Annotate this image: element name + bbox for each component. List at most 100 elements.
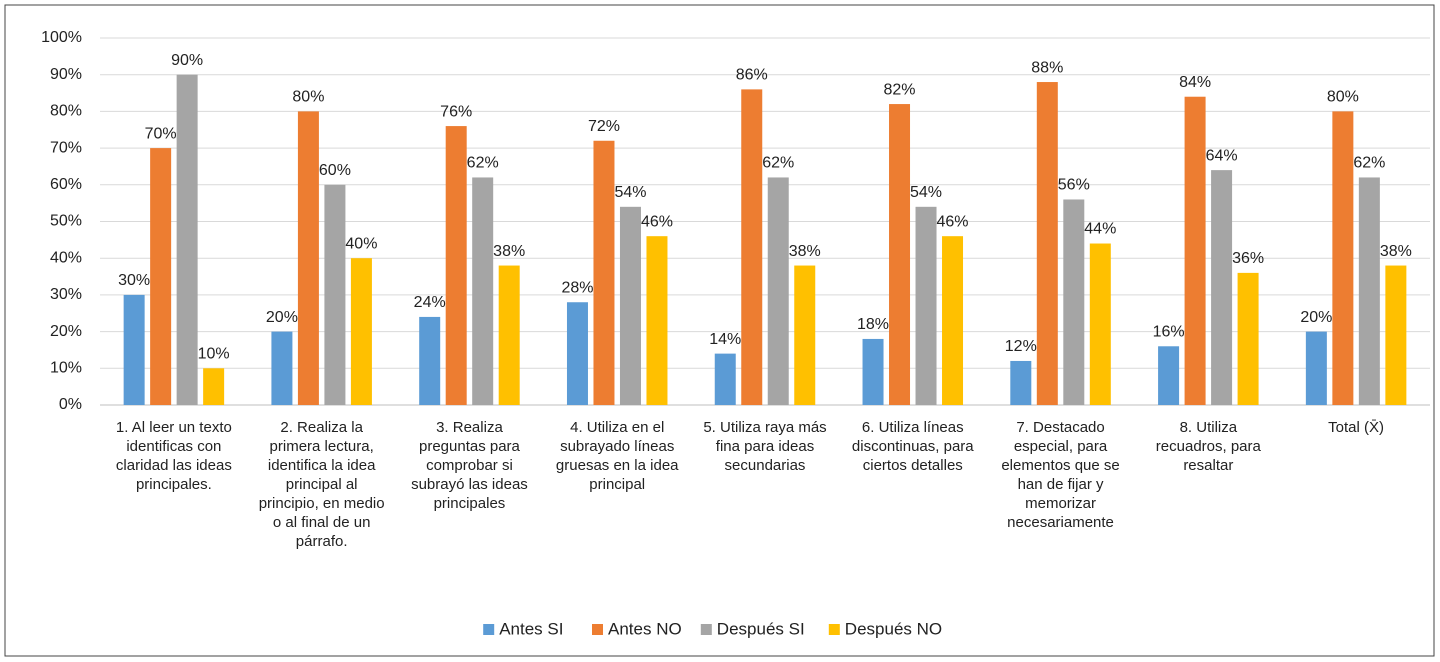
data-label: 84% bbox=[1179, 74, 1211, 91]
data-label: 56% bbox=[1058, 177, 1090, 194]
data-label: 60% bbox=[319, 162, 351, 179]
data-label: 28% bbox=[561, 279, 593, 296]
legend-swatch bbox=[483, 624, 495, 635]
y-tick-label: 50% bbox=[50, 213, 82, 230]
data-label: 46% bbox=[937, 213, 969, 230]
x-tick-label: 5. Utiliza raya más fina para ideas secu… bbox=[703, 419, 827, 474]
bar bbox=[1036, 82, 1058, 405]
bar bbox=[767, 177, 789, 405]
y-tick-label: 100% bbox=[41, 29, 82, 46]
y-tick-label: 80% bbox=[50, 103, 82, 120]
bar bbox=[123, 294, 145, 405]
bar bbox=[915, 206, 937, 405]
data-label: 62% bbox=[762, 155, 794, 172]
bar bbox=[1358, 177, 1380, 405]
data-label: 80% bbox=[292, 89, 324, 106]
x-tick-label: Total (X̄) bbox=[1328, 419, 1385, 436]
bar bbox=[566, 302, 588, 405]
bar bbox=[593, 140, 615, 405]
data-label: 20% bbox=[1300, 309, 1332, 326]
data-label: 62% bbox=[467, 155, 499, 172]
x-tick-label-box: 3. Realiza preguntas para comprobar si s… bbox=[411, 419, 528, 512]
bar bbox=[619, 206, 641, 405]
legend-label: Después SI bbox=[717, 619, 805, 638]
bar bbox=[942, 236, 964, 405]
data-label: 36% bbox=[1232, 250, 1264, 267]
bar bbox=[445, 126, 467, 405]
y-tick-label: 90% bbox=[50, 66, 82, 83]
data-label: 62% bbox=[1353, 155, 1385, 172]
x-tick-label: 3. Realiza preguntas para comprobar si s… bbox=[411, 419, 528, 512]
data-label: 54% bbox=[614, 184, 646, 201]
legend-swatch bbox=[592, 624, 603, 635]
data-label: 20% bbox=[266, 309, 298, 326]
y-tick-label: 0% bbox=[59, 396, 82, 413]
x-tick-label-box: 7. Destacado especial, para elementos qu… bbox=[1001, 419, 1120, 531]
bar bbox=[646, 236, 668, 405]
x-tick-label-box: 5. Utiliza raya más fina para ideas secu… bbox=[703, 419, 827, 474]
bar bbox=[1010, 360, 1032, 405]
data-label: 82% bbox=[884, 81, 916, 98]
data-label: 70% bbox=[145, 125, 177, 142]
x-tick-label: 7. Destacado especial, para elementos qu… bbox=[1001, 419, 1120, 531]
x-tick-label-box: Total (X̄) bbox=[1328, 419, 1385, 436]
y-tick-label: 20% bbox=[50, 323, 82, 340]
x-tick-label-box: 1. Al leer un texto identificas con clar… bbox=[115, 419, 232, 493]
data-label: 46% bbox=[641, 213, 673, 230]
data-label: 80% bbox=[1327, 89, 1359, 106]
data-label: 38% bbox=[493, 243, 525, 260]
bar bbox=[741, 89, 763, 405]
data-label: 44% bbox=[1084, 221, 1116, 238]
bar bbox=[862, 338, 884, 405]
data-label: 72% bbox=[588, 118, 620, 135]
data-label: 88% bbox=[1031, 59, 1063, 76]
bar bbox=[271, 331, 293, 405]
data-label: 86% bbox=[736, 67, 768, 84]
legend-label: Antes NO bbox=[608, 619, 682, 638]
y-tick-label: 70% bbox=[50, 139, 82, 156]
data-label: 16% bbox=[1153, 323, 1185, 340]
bar bbox=[203, 368, 225, 405]
x-tick-label: 2. Realiza la primera lectura, identific… bbox=[258, 419, 385, 550]
data-label: 14% bbox=[709, 331, 741, 348]
x-tick-label: 1. Al leer un texto identificas con clar… bbox=[115, 419, 232, 493]
x-tick-label: 4. Utiliza en el subrayado líneas gruesa… bbox=[555, 419, 679, 493]
x-tick-label-box: 6. Utiliza líneas discontinuas, para cie… bbox=[851, 419, 974, 474]
data-label: 40% bbox=[345, 235, 377, 252]
x-tick-label-box: 2. Realiza la primera lectura, identific… bbox=[258, 419, 385, 550]
bar bbox=[150, 148, 172, 405]
data-label: 38% bbox=[1380, 243, 1412, 260]
x-tick-label: 6. Utiliza líneas discontinuas, para cie… bbox=[851, 419, 974, 474]
legend-swatch bbox=[700, 624, 712, 635]
data-label: 64% bbox=[1206, 147, 1238, 164]
y-tick-label: 40% bbox=[50, 249, 82, 266]
legend-label: Después NO bbox=[845, 619, 942, 638]
bar bbox=[419, 316, 441, 405]
bar bbox=[498, 265, 520, 405]
legend-swatch bbox=[828, 624, 840, 635]
legend-label: Antes SI bbox=[499, 619, 563, 638]
bar bbox=[1385, 265, 1407, 405]
bar bbox=[1063, 199, 1085, 405]
data-label: 30% bbox=[118, 272, 150, 289]
bar bbox=[350, 258, 372, 405]
x-tick-label: 8. Utiliza recuadros, para resaltar bbox=[1155, 419, 1261, 474]
bar bbox=[1305, 331, 1327, 405]
bar bbox=[472, 177, 494, 405]
bar bbox=[176, 74, 198, 405]
x-tick-label-box: 8. Utiliza recuadros, para resaltar bbox=[1155, 419, 1261, 474]
bar bbox=[297, 111, 319, 406]
data-label: 38% bbox=[789, 243, 821, 260]
bar bbox=[324, 184, 346, 405]
bar bbox=[1184, 96, 1206, 405]
bar bbox=[1237, 272, 1259, 405]
bar bbox=[1332, 111, 1354, 406]
data-label: 90% bbox=[171, 52, 203, 69]
bar bbox=[889, 104, 911, 405]
x-tick-label-box: 4. Utiliza en el subrayado líneas gruesa… bbox=[555, 419, 679, 493]
data-label: 76% bbox=[440, 103, 472, 120]
bar bbox=[714, 353, 736, 405]
bar bbox=[794, 265, 816, 405]
y-tick-label: 30% bbox=[50, 286, 82, 303]
